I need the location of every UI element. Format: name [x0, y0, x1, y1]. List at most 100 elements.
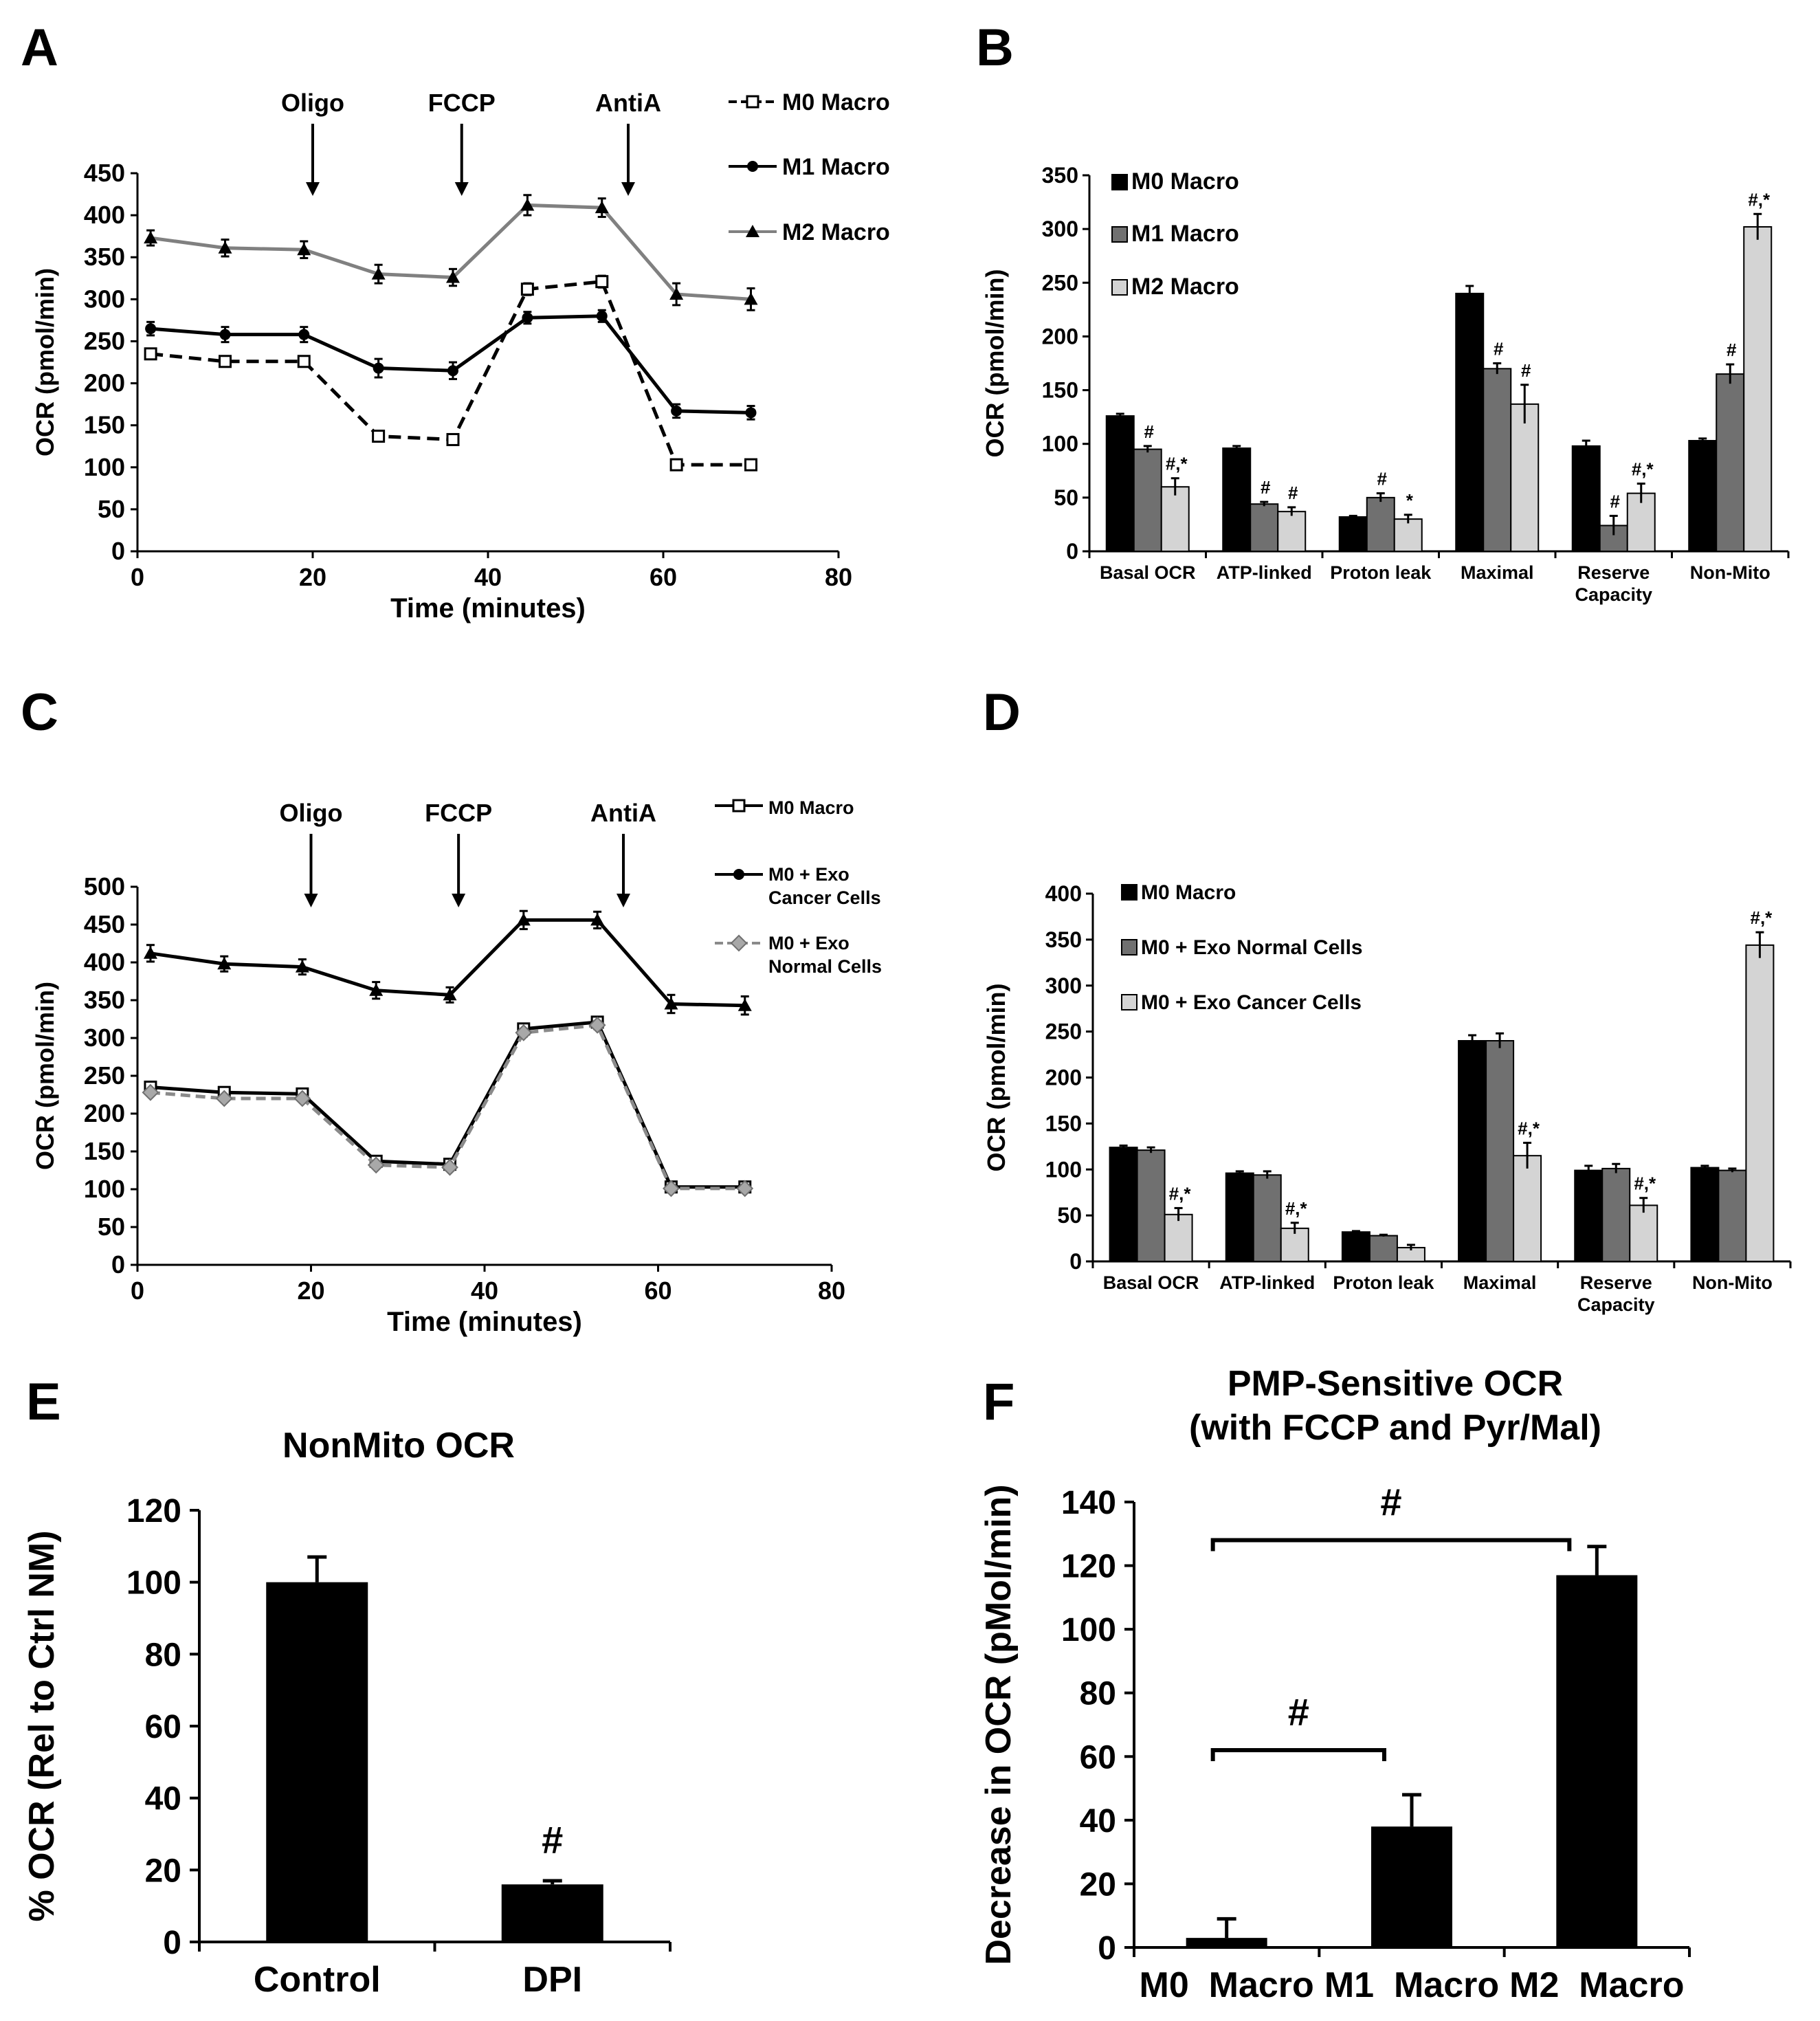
- legend-entry: M0 Macro: [1111, 168, 1239, 195]
- bar: [1164, 1213, 1193, 1262]
- chart-title: NonMito OCR: [282, 1426, 515, 1466]
- legend-entry: M0 Macro: [1121, 881, 1236, 904]
- data-point: [520, 198, 535, 211]
- data-point: [298, 329, 310, 340]
- arrow-head: [304, 894, 318, 907]
- arrow-head: [621, 182, 635, 196]
- bar: [1455, 292, 1485, 552]
- data-point: [371, 267, 386, 280]
- bar: [1629, 1204, 1658, 1262]
- y-tick-label: 0: [111, 1250, 125, 1279]
- injection-label: FCCP: [425, 799, 492, 827]
- y-tick-label: 0: [1098, 1930, 1116, 1967]
- bar: [1716, 373, 1745, 553]
- x-tick-label: 0: [131, 1277, 144, 1305]
- bar: [1105, 415, 1135, 553]
- bar: [1252, 1174, 1282, 1263]
- y-tick-label: 100: [1061, 1612, 1116, 1648]
- category-label: Control: [254, 1960, 381, 2000]
- injection-label: Oligo: [280, 799, 343, 827]
- x-tick-label: 20: [299, 563, 326, 591]
- significance-marker: #,*: [1634, 1173, 1656, 1194]
- legend-swatch: [1111, 279, 1128, 296]
- series-m1-macro: [145, 309, 757, 421]
- y-tick-label: 60: [1080, 1739, 1116, 1776]
- bar: [1371, 1826, 1452, 1947]
- significance-marker: #: [1380, 1481, 1401, 1524]
- y-tick-label: 200: [1042, 324, 1078, 349]
- legend-label: M2 Macro: [782, 219, 890, 245]
- data-point: [446, 432, 460, 446]
- bar: [1338, 516, 1368, 553]
- y-tick-label: 250: [84, 1061, 125, 1090]
- data-point: [669, 458, 683, 472]
- significance-marker: #: [1261, 477, 1271, 498]
- significance-marker: #: [542, 1818, 563, 1862]
- injection-arrow: [304, 834, 318, 907]
- panel-D: D 0 50 100 150 200 250 300 350 400 OCR (pmol/min) B…: [982, 683, 1792, 1315]
- legend-label: M1 Macro: [1131, 221, 1239, 247]
- legend-swatch: [1111, 174, 1128, 190]
- category-label: Non-Mito: [1692, 1272, 1773, 1293]
- bar: [1510, 403, 1540, 552]
- y-tick-label: 20: [1080, 1866, 1116, 1903]
- y-tick-label: 400: [84, 948, 125, 976]
- bar: [501, 1884, 603, 1942]
- series-m0-exo-cancer-cells: [143, 909, 752, 1016]
- arrow-head: [306, 182, 320, 196]
- legend-swatch: [1121, 939, 1138, 956]
- legend-entry: M1 Macro: [1111, 221, 1239, 247]
- injection-label: AntiA: [590, 799, 656, 827]
- legend-marker: [733, 869, 744, 880]
- legend-label: M1 Macro: [782, 154, 890, 180]
- x-tick-label: 20: [297, 1277, 324, 1305]
- data-point: [744, 458, 757, 472]
- y-tick-label: 120: [1061, 1549, 1116, 1585]
- data-point: [219, 329, 231, 340]
- y-tick-label: 0: [1066, 539, 1078, 564]
- y-tick-label: 250: [84, 327, 125, 355]
- data-point: [447, 365, 458, 377]
- legend-marker: [746, 225, 759, 237]
- bar: [1458, 1040, 1487, 1262]
- panel-E: E 0 20 40 60 80 100 120 % OCR (Rel to Ctrl NM) No…: [22, 1373, 672, 2000]
- y-tick-label: 150: [84, 1137, 125, 1165]
- data-point: [217, 957, 232, 970]
- bar: [1745, 944, 1775, 1263]
- data-point: [669, 287, 684, 300]
- bar: [1574, 1169, 1603, 1263]
- data-point: [671, 405, 682, 417]
- data-point: [520, 283, 534, 296]
- legend-swatch: [1111, 226, 1128, 243]
- data-point: [373, 362, 384, 374]
- legend-label: M0 + Exo Cancer Cells: [1141, 991, 1362, 1014]
- data-point: [446, 270, 460, 283]
- significance-marker: #: [1727, 340, 1737, 360]
- legend-label: M0 + Exo: [768, 864, 850, 885]
- bar: [1571, 445, 1601, 553]
- bar: [1277, 511, 1307, 552]
- panel-C: C 0 50 100 150 200 250 300 350 400 450 500 0 20 40 60 80…: [21, 683, 882, 1337]
- significance-marker: #,*: [1166, 454, 1188, 474]
- series-m2-macro: [144, 194, 758, 311]
- y-tick-label: 300: [84, 1024, 125, 1052]
- data-point: [588, 1016, 606, 1034]
- data-point: [369, 983, 384, 996]
- y-tick-label: 100: [126, 1565, 181, 1602]
- y-tick-label: 50: [1057, 1203, 1082, 1228]
- legend-label: M0 Macro: [1141, 881, 1236, 904]
- y-tick-label: 20: [145, 1853, 181, 1889]
- legend-entry: M0 + Exo Normal Cells: [715, 933, 882, 977]
- arrow-head: [454, 182, 469, 196]
- x-axis-label: Time (minutes): [387, 1307, 582, 1337]
- panel-letter: F: [983, 1373, 1014, 1431]
- y-tick-label: 100: [84, 1175, 125, 1203]
- x-tick-label: 60: [644, 1277, 672, 1305]
- category-label: ATP-linked: [1217, 562, 1312, 583]
- data-point: [595, 201, 609, 214]
- injection-arrow: [454, 124, 469, 196]
- data-point: [590, 913, 605, 926]
- category-label: DPI: [522, 1960, 582, 2000]
